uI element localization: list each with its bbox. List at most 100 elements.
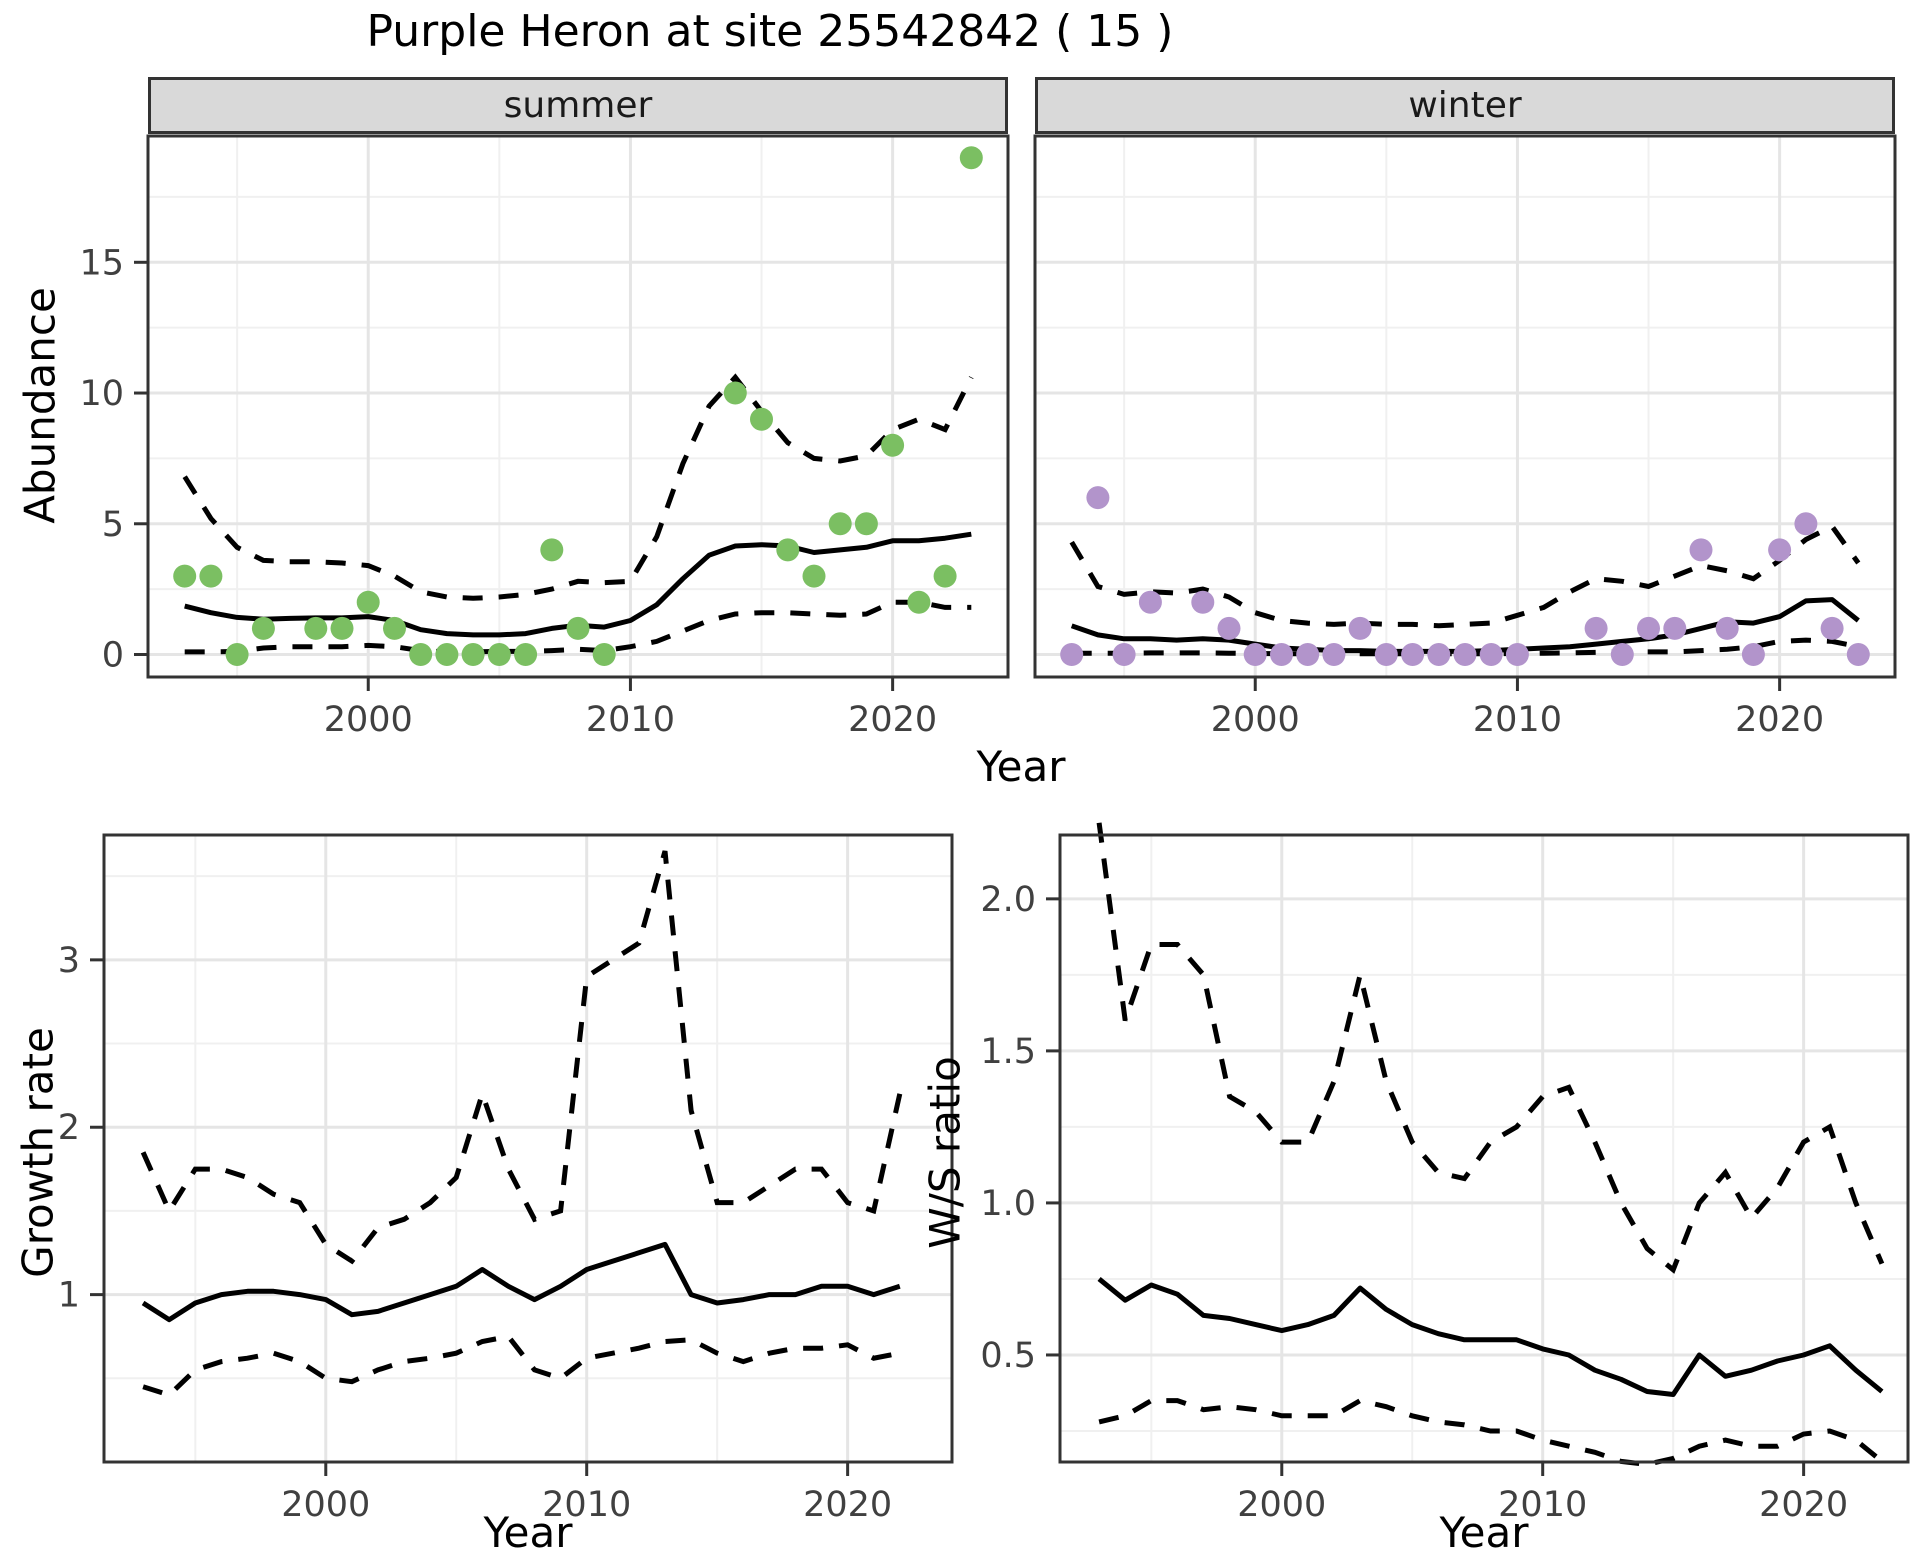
observation-point — [1217, 616, 1241, 640]
observation-point — [487, 643, 511, 666]
observation-point — [356, 590, 380, 614]
observation-point — [907, 590, 931, 614]
observation-point — [1505, 643, 1529, 666]
observation-point — [933, 564, 957, 588]
mean-trend-line — [1097, 1276, 1884, 1397]
observation-point — [1453, 643, 1477, 666]
observation-point — [461, 643, 485, 666]
growth-rate-axis-label: Growth rate — [13, 1027, 63, 1278]
observation-point — [881, 433, 905, 457]
y-tick-label: 3 — [58, 941, 80, 981]
observation-point — [1768, 538, 1792, 562]
observation-point — [225, 643, 249, 666]
panel-border — [1058, 833, 1910, 1464]
observation-point — [1086, 486, 1110, 510]
x-tick-label: 2010 — [1498, 1485, 1587, 1525]
x-tick-label: 2000 — [1237, 1485, 1326, 1525]
ci-lower-dashed-line — [1098, 1397, 1884, 1467]
y-tick-label: 1 — [58, 1276, 80, 1316]
y-tick-label: 2 — [58, 1108, 80, 1148]
y-tick-label: 2.0 — [980, 880, 1036, 920]
observation-point — [776, 538, 800, 562]
facet-strip-summer: summer — [148, 77, 1008, 134]
ci-upper-dashed-line — [1069, 523, 1861, 629]
y-tick-label: 5 — [102, 505, 124, 545]
ci-lower-dashed-line — [142, 1333, 901, 1398]
facet-strip-winter-label: winter — [1408, 85, 1522, 126]
observation-point — [409, 643, 433, 666]
observation-point — [1401, 643, 1425, 666]
year-axis-label-bottom-right: Year — [1439, 1508, 1529, 1557]
observation-point — [1427, 643, 1451, 666]
observation-point — [540, 538, 564, 562]
observation-point — [383, 616, 406, 640]
observation-point — [1584, 616, 1608, 640]
observation-point — [854, 512, 878, 536]
observation-point — [1374, 643, 1398, 666]
y-tick-label: 1.5 — [980, 1032, 1036, 1072]
facet-strip-winter: winter — [1035, 77, 1895, 134]
observation-point — [1243, 643, 1267, 666]
page-title: Purple Heron at site 25542842 ( 15 ) — [366, 6, 1174, 57]
y-tick-label: 1.0 — [980, 1184, 1036, 1224]
observation-point — [1715, 616, 1739, 640]
abundance-axis-label: Abundance — [15, 287, 65, 524]
panel-border — [1033, 134, 1897, 679]
observation-point — [1296, 643, 1320, 666]
observation-point — [1060, 643, 1084, 666]
observation-point — [802, 564, 826, 588]
x-tick-label: 2020 — [1759, 1485, 1848, 1525]
y-tick-label: 0 — [102, 636, 124, 676]
observation-point — [1794, 512, 1818, 536]
observation-point — [750, 407, 773, 431]
x-tick-label: 2000 — [1211, 700, 1300, 740]
ci-upper-dashed-line — [1096, 822, 1885, 1274]
panel-border — [102, 833, 954, 1464]
ci-lower-dashed-line — [1071, 637, 1859, 657]
observation-point — [1637, 616, 1660, 640]
observation-point — [723, 381, 747, 405]
panel-border — [146, 134, 1010, 679]
ws-ratio-axis-label: W/S ratio — [920, 1056, 970, 1249]
ci-upper-dashed-line — [140, 850, 903, 1265]
observation-point — [1663, 616, 1687, 640]
observation-point — [199, 564, 223, 588]
x-tick-label: 2010 — [542, 1485, 631, 1525]
observation-point — [304, 616, 328, 640]
ci-upper-dashed-line — [182, 373, 974, 601]
x-tick-label: 2000 — [281, 1485, 370, 1525]
observation-point — [330, 616, 354, 640]
observation-point — [959, 146, 983, 170]
observation-point — [1689, 538, 1713, 562]
observation-point — [1112, 643, 1136, 666]
observation-point — [1610, 643, 1634, 666]
year-axis-label-bottom-left: Year — [483, 1508, 573, 1557]
facet-strip-summer-label: summer — [503, 85, 653, 126]
x-tick-label: 2020 — [848, 700, 937, 740]
y-tick-label: 0.5 — [980, 1336, 1036, 1376]
observation-point — [566, 616, 590, 640]
observation-point — [592, 643, 616, 666]
year-axis-label-top: Year — [976, 742, 1066, 791]
observation-point — [1820, 616, 1844, 640]
observation-point — [1846, 643, 1870, 666]
observation-point — [251, 616, 275, 640]
mean-trend-line — [141, 1241, 901, 1323]
observation-point — [435, 643, 459, 666]
observation-point — [1138, 590, 1162, 614]
y-tick-label: 15 — [79, 243, 124, 283]
observation-point — [1479, 643, 1503, 666]
observation-point — [1191, 590, 1215, 614]
x-tick-label: 2020 — [1735, 700, 1824, 740]
x-tick-label: 2010 — [586, 700, 675, 740]
x-tick-label: 2010 — [1473, 700, 1562, 740]
ci-lower-dashed-line — [184, 599, 972, 655]
observation-point — [1741, 643, 1765, 666]
observation-point — [1322, 643, 1346, 666]
observation-point — [828, 512, 852, 536]
observation-point — [173, 564, 197, 588]
observation-point — [514, 643, 538, 666]
observation-point — [1270, 643, 1293, 666]
